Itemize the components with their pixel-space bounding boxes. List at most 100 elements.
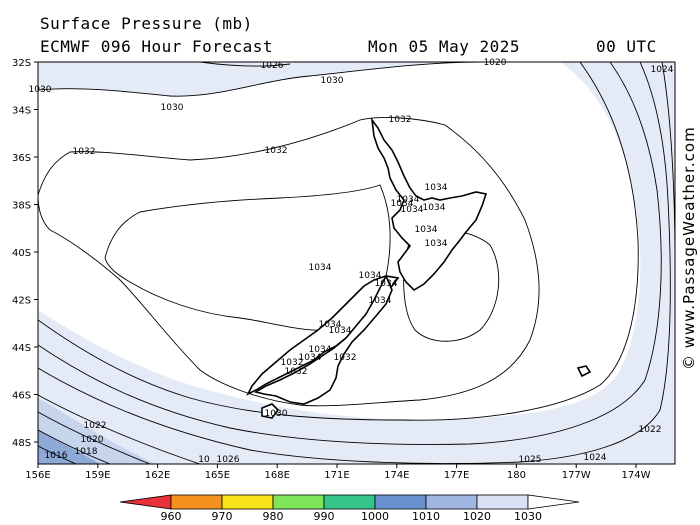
isobar-label: 1026 (261, 61, 284, 71)
forecast-date: Mon 05 May 2025 (368, 37, 520, 56)
isobar-label: 1024 (651, 65, 674, 75)
isobar-label: 1034 (309, 345, 332, 355)
lon-tick-label: 171E (324, 470, 349, 481)
isobar-label: 1030 (265, 409, 288, 419)
chatham-islands (576, 365, 592, 378)
isobar-label: 1032 (285, 367, 308, 377)
isobar-1024 (38, 62, 671, 464)
isobar-label: 1016 (45, 451, 68, 461)
lon-tick-label: 162E (145, 470, 170, 481)
isobar-label: 1030 (321, 76, 344, 86)
isobar-label: 1034 (299, 353, 322, 363)
pressure-field (38, 62, 675, 464)
isobar-label: 1030 (161, 103, 184, 113)
stewart-island (261, 403, 280, 419)
isobar-label: 1024 (584, 453, 607, 463)
isobar-label: 1034 (425, 183, 448, 193)
isobar-1016 (38, 445, 77, 464)
model-run-label: ECMWF 096 Hour Forecast (40, 37, 274, 56)
pressure-band-above-1030 (38, 62, 641, 420)
isobar-1018 (38, 429, 111, 464)
lat-tick-label: 42S (12, 296, 31, 307)
pressure-band-below-1018 (38, 430, 100, 464)
lon-tick-label: 180 (507, 470, 526, 481)
colorbar-segment (374, 494, 427, 510)
lon-tick-label: 174E (384, 470, 409, 481)
isobar-1020 (38, 411, 151, 464)
colorbar-segment (476, 494, 529, 510)
colorbar-label: 1010 (412, 510, 440, 523)
colorbar-label: 990 (314, 510, 335, 523)
colorbar-segment (323, 494, 376, 510)
lat-tick-label: 40S (12, 248, 31, 259)
isobar-label: 1034 (309, 263, 332, 273)
colorbar-end-low (119, 494, 172, 510)
lat-tick-label: 48S (12, 438, 31, 449)
isobar-label: 1032 (281, 358, 304, 368)
isobar-label: 1022 (84, 421, 107, 431)
isobar-label: 1034 (397, 195, 420, 205)
isobar-label: 1020 (81, 435, 104, 445)
colorbar-segment (425, 494, 478, 510)
isobar-1030-outer (38, 62, 481, 97)
lon-tick-label: 174W (622, 470, 651, 481)
isobar-1030-inner (38, 62, 639, 421)
map-frame (37, 61, 676, 465)
colorbar-segment (272, 494, 325, 510)
colorbar-segment (170, 494, 223, 510)
site-credit: © www.PassageWeather.com (680, 126, 698, 370)
lat-tick-label: 44S (12, 343, 31, 354)
isobar-1026-north (199, 62, 291, 67)
isobar-1032 (38, 117, 540, 407)
lat-tick-label: 46S (12, 391, 31, 402)
lat-tick-label: 34S (12, 106, 31, 117)
colorbar-label: 970 (212, 510, 233, 523)
colorbar-label: 1000 (361, 510, 389, 523)
isobar-label: 1030 (29, 85, 52, 95)
isobar-label: 1018 (75, 447, 98, 457)
lat-tick-label: 38S (12, 201, 31, 212)
lon-tick-label: 156E (25, 470, 50, 481)
colorbar-label: 980 (263, 510, 284, 523)
isobar-label: 1032 (73, 147, 96, 157)
isobar-label: 1034 (401, 205, 424, 215)
isobar-label: 1022 (639, 425, 662, 435)
isobar-label: 1034 (423, 203, 446, 213)
colorbar-label: 1020 (463, 510, 491, 523)
forecast-time: 00 UTC (596, 37, 657, 56)
lon-tick-label: 168E (264, 470, 289, 481)
colorbar-label: 1030 (514, 510, 542, 523)
north-island-outline (370, 117, 488, 292)
lon-tick-label: 165E (205, 470, 230, 481)
lon-tick-label: 177W (562, 470, 591, 481)
isobar-label: 1034 (425, 239, 448, 249)
lon-tick-label: 159E (85, 470, 110, 481)
isobar-label: 1032 (389, 115, 412, 125)
isobar-1034-east (403, 229, 500, 342)
lon-tick-label: 177E (444, 470, 469, 481)
longitude-axis: 156E 159E 162E 165E 168E 171E 174E 177E 180 177W 1… (25, 464, 651, 481)
isobar-label: 1032 (265, 146, 288, 156)
isobar-label: 1034 (329, 326, 352, 336)
isobar-label: 1026 (217, 455, 240, 465)
colorbar-end-high (527, 494, 580, 510)
map-title: Surface Pressure (mb) (40, 14, 253, 33)
colorbar-segment (221, 494, 274, 510)
isobar-label: 1034 (375, 279, 398, 289)
colorbar-label: 960 (161, 510, 182, 523)
isobar-1022 (38, 394, 201, 464)
isobar-1026 (38, 62, 662, 445)
isobar-label: 1034 (369, 296, 392, 306)
isobar-label: 1034 (391, 199, 414, 209)
isobar-label: 1032 (334, 353, 357, 363)
latitude-axis: 32S 34S 36S 38S 40S 42S 44S 46S 48S (12, 58, 38, 449)
pressure-colorbar: 960 970 980 990 1000 1010 1020 1030 (119, 494, 580, 523)
lat-tick-label: 36S (12, 153, 31, 164)
south-island-east-coast (253, 274, 393, 405)
lat-tick-label: 32S (12, 58, 31, 69)
isobar-label: 1020 (484, 58, 507, 68)
isobar-label: 1034 (359, 271, 382, 281)
isobar-label: 1034 (415, 225, 438, 235)
